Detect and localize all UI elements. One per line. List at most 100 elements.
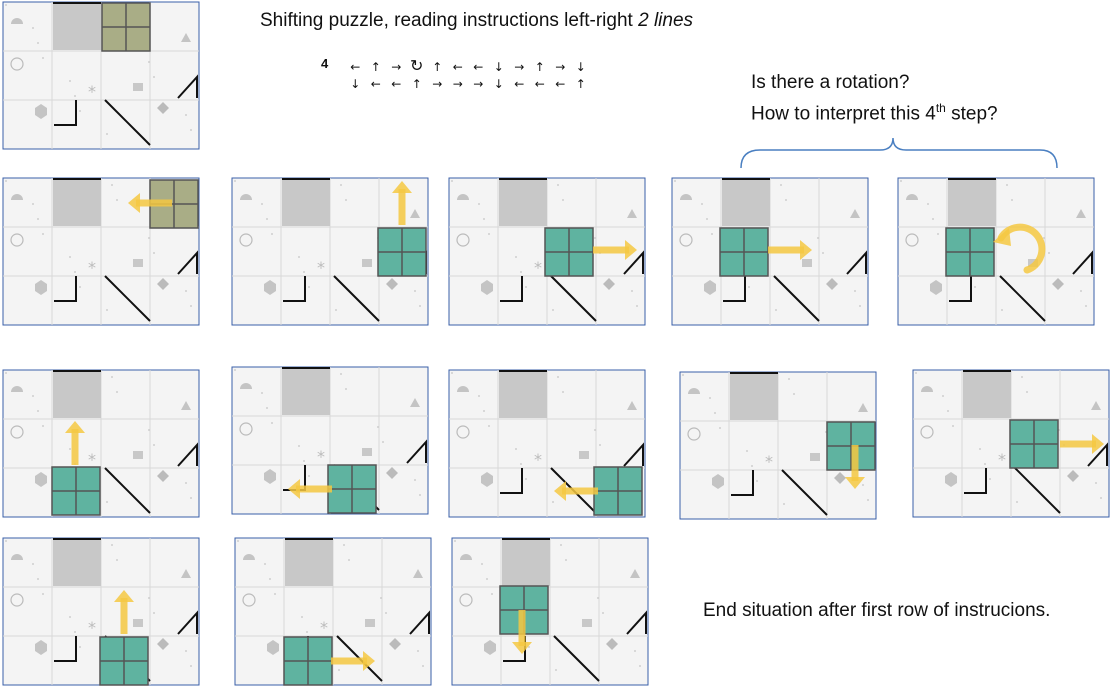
diagonal-wall	[104, 275, 151, 322]
diamond-shape	[603, 278, 615, 290]
texture-dot	[1026, 391, 1028, 393]
cup-shape	[362, 448, 372, 456]
texture-dot	[335, 309, 337, 311]
question-rotation: Is there a rotation?	[751, 72, 910, 93]
texture-dot	[714, 412, 716, 414]
board-start: *	[2, 1, 200, 150]
texture-dot	[751, 465, 753, 467]
hexagon-shape	[704, 280, 716, 295]
texture-dot	[746, 450, 748, 452]
triangle-shape	[630, 569, 640, 578]
gray-block	[282, 179, 330, 226]
texture-dot	[345, 388, 347, 390]
triangle-shape	[181, 33, 191, 42]
board-step9: *	[912, 369, 1110, 518]
texture-dot	[859, 305, 861, 307]
diagonal-wall	[773, 275, 820, 322]
texture-dot	[148, 429, 150, 431]
texture-dot	[854, 290, 856, 292]
question-line2-post: step?	[945, 103, 998, 125]
texture-dot	[153, 76, 155, 78]
instruction-arrow: ↑	[432, 60, 443, 74]
diamond-shape	[389, 638, 401, 650]
instruction-arrow: ↓	[493, 77, 504, 91]
texture-dot	[481, 563, 483, 565]
texture-dot	[5, 180, 7, 182]
texture-dot	[419, 305, 421, 307]
l-wall	[54, 636, 77, 662]
triangle-shape	[627, 401, 637, 410]
texture-dot	[788, 378, 790, 380]
half-circle-shape	[243, 554, 255, 560]
instruction-arrow: ↑	[575, 77, 586, 91]
move-arrow-head	[288, 479, 300, 499]
texture-dot	[483, 218, 485, 220]
diamond-shape	[157, 102, 169, 114]
texture-dot	[984, 463, 986, 465]
texture-dot	[451, 372, 453, 374]
half-circle-shape	[921, 386, 933, 392]
texture-dot	[185, 290, 187, 292]
diagonal-wall	[553, 635, 600, 682]
texture-dot	[414, 290, 416, 292]
diamond-shape	[606, 638, 618, 650]
corner-wall	[623, 250, 644, 275]
texture-dot	[37, 42, 39, 44]
texture-dot	[343, 544, 345, 546]
texture-dot	[148, 597, 150, 599]
texture-dot	[562, 199, 564, 201]
gray-block	[499, 179, 547, 226]
circle-shape	[239, 422, 253, 436]
instruction-arrow: →	[514, 60, 525, 74]
texture-dot	[185, 114, 187, 116]
texture-dot	[488, 425, 490, 427]
l-wall	[723, 276, 746, 302]
star-shape: *	[765, 452, 773, 471]
texture-dot	[552, 309, 554, 311]
texture-dot	[528, 646, 530, 648]
texture-dot	[74, 631, 76, 633]
texture-dot	[106, 501, 108, 503]
hexagon-shape	[264, 469, 276, 484]
texture-dot	[264, 563, 266, 565]
texture-dot	[111, 376, 113, 378]
l-wall	[949, 276, 972, 302]
texture-dot	[111, 544, 113, 546]
texture-dot	[756, 480, 758, 482]
texture-dot	[266, 407, 268, 409]
diamond-shape	[834, 472, 846, 484]
texture-dot	[515, 256, 517, 258]
texture-dot	[303, 271, 305, 273]
texture-dot	[42, 425, 44, 427]
triangle-shape	[850, 209, 860, 218]
texture-dot	[185, 650, 187, 652]
corner-wall	[846, 250, 867, 275]
diamond-shape	[157, 470, 169, 482]
gray-block	[53, 179, 101, 226]
texture-dot	[1016, 501, 1018, 503]
texture-dot	[190, 305, 192, 307]
page-title: Shifting puzzle, reading instructions le…	[260, 10, 693, 32]
question-line2-sup: th	[935, 101, 946, 115]
texture-dot	[153, 612, 155, 614]
cup-shape	[133, 83, 143, 91]
star-shape: *	[317, 258, 325, 277]
circle-shape	[239, 233, 253, 247]
corner-wall	[409, 610, 430, 635]
hexagon-shape	[35, 472, 47, 487]
circle-shape	[10, 233, 24, 247]
hexagon-shape	[712, 474, 724, 489]
rotation-arrow-head	[993, 228, 1011, 246]
texture-dot	[555, 669, 557, 671]
move-arrow-head	[845, 477, 865, 489]
texture-dot	[748, 286, 750, 288]
texture-dot	[488, 233, 490, 235]
texture-dot	[106, 309, 108, 311]
instruction-arrow: ↑	[370, 60, 381, 74]
corner-wall	[177, 610, 198, 635]
instruction-arrow: ←	[370, 77, 381, 91]
texture-dot	[562, 391, 564, 393]
instruction-arrow: →	[432, 77, 443, 91]
texture-dot	[1006, 184, 1008, 186]
board-step10: *	[2, 537, 200, 686]
